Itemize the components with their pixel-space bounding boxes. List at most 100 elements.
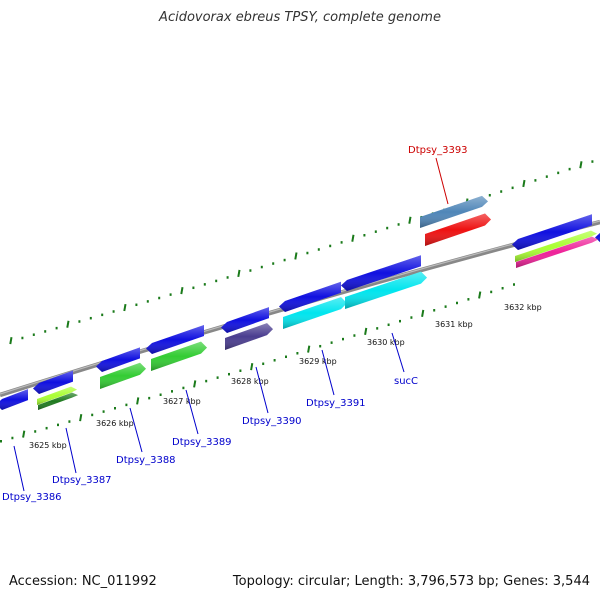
ruler-minor-tick [433,309,436,312]
ruler-minor-tick [57,423,59,427]
gene-label[interactable]: Dtpsy_3386 [2,492,62,503]
ruler-minor-tick [319,344,322,348]
feature-shading [279,281,341,312]
gene-label-leader [435,157,449,205]
ruler-minor-tick [501,286,504,290]
gene-label[interactable]: sucC [394,376,418,387]
tick-label: 3630 kbp [367,338,405,347]
ruler-minor-tick [568,167,571,171]
ruler-minor-tick [329,244,332,248]
ruler-minor-tick [205,379,208,383]
ruler-minor-tick [55,326,58,330]
feature-shading [595,232,600,243]
ruler-minor-tick [171,390,173,393]
ruler-major-tick [66,320,70,328]
feature-shading [38,392,78,410]
ruler-minor-tick [490,290,493,294]
feature-shading [515,230,597,262]
gene-label-leader [13,445,25,492]
ruler-minor-tick [273,359,276,362]
ruler-minor-tick [226,276,229,279]
ruler-major-tick [250,363,254,371]
ruler-minor-tick [112,310,115,313]
ruler-major-tick [237,269,241,278]
ruler-minor-tick [410,316,413,319]
ruler-minor-tick [102,410,105,413]
ruler-major-tick [123,303,127,312]
ruler-minor-tick [260,265,263,269]
ruler-minor-tick [11,436,14,440]
feature-shading [151,341,207,371]
ruler-minor-tick [387,323,390,327]
tick-label: 3631 kbp [435,320,473,329]
ruler-minor-tick [78,320,81,323]
ruler-major-tick [579,161,583,169]
scale-tick-labels: 3625 kbp 3626 kbp 3627 kbp 3628 kbp 3629… [29,303,542,450]
feature-shading [283,297,347,329]
ruler-major-tick [364,327,368,335]
ruler-minor-tick [399,319,401,323]
ruler-major-tick [522,179,526,188]
ruler-minor-tick [285,355,287,359]
ruler-minor-tick [89,316,92,320]
ruler-minor-tick [148,396,151,400]
ruler-minor-tick [249,269,252,272]
ruler-minor-tick [545,175,548,178]
feature-shading [512,214,592,250]
gene-label-leader [129,407,143,453]
gene-label[interactable]: Dtpsy_3387 [52,475,112,486]
ruler-minor-tick [34,430,37,433]
gene-label-leader [185,389,199,435]
gene-label[interactable]: Dtpsy_3393 [408,145,468,156]
ruler-minor-tick [125,403,128,407]
ruler-major-tick [193,380,197,388]
ruler-minor-tick [511,186,514,190]
ruler-major-tick [351,234,355,242]
inner-scale-ruler [0,283,515,443]
ruler-major-tick [421,309,425,317]
ruler-major-tick [180,287,184,295]
ruler-minor-tick [146,300,149,303]
tick-label: 3632 kbp [504,303,542,312]
feature-tracks [0,195,600,410]
ruler-minor-tick [342,337,344,341]
ruler-minor-tick [272,262,275,265]
genome-summary: Topology: circular; Length: 3,796,573 bp… [232,574,590,589]
map-title: Acidovorax ebreus TPSY, complete genome [159,10,441,25]
ruler-minor-tick [216,376,219,379]
ruler-minor-tick [192,286,195,290]
feature-shading [146,325,204,354]
ruler-minor-tick [374,230,377,233]
ruler-major-tick [22,430,26,438]
ruler-minor-tick [159,393,162,396]
gene-label[interactable]: Dtpsy_3389 [172,437,232,448]
feature-shading [33,370,73,394]
outer-scale-ruler [9,160,594,345]
ruler-minor-tick [215,279,218,283]
ruler-major-tick [294,252,298,260]
gene-label-leader [321,349,335,396]
ruler-minor-tick [340,241,343,244]
ruler-minor-tick [591,160,594,163]
ruler-minor-tick [296,352,299,355]
ruler-minor-tick [68,420,71,423]
ruler-minor-tick [228,372,230,376]
feature-shading [425,213,491,246]
gene-label[interactable]: Dtpsy_3388 [116,455,176,466]
ruler-minor-tick [239,369,242,372]
ruler-minor-tick [91,413,94,417]
ruler-minor-tick [182,386,185,390]
ruler-major-tick [408,216,412,224]
tick-label: 3625 kbp [29,441,67,450]
ruler-minor-tick [467,298,470,301]
feature-shading [96,347,140,372]
ruler-minor-tick [500,190,503,193]
gene-label[interactable]: Dtpsy_3391 [306,398,366,409]
ruler-minor-tick [135,303,138,307]
ruler-minor-tick [353,334,356,337]
ruler-minor-tick [21,336,24,340]
accession-label: Accession: NC_011992 [9,574,157,589]
ruler-major-tick [307,345,311,353]
gene-label[interactable]: Dtpsy_3390 [242,416,302,427]
